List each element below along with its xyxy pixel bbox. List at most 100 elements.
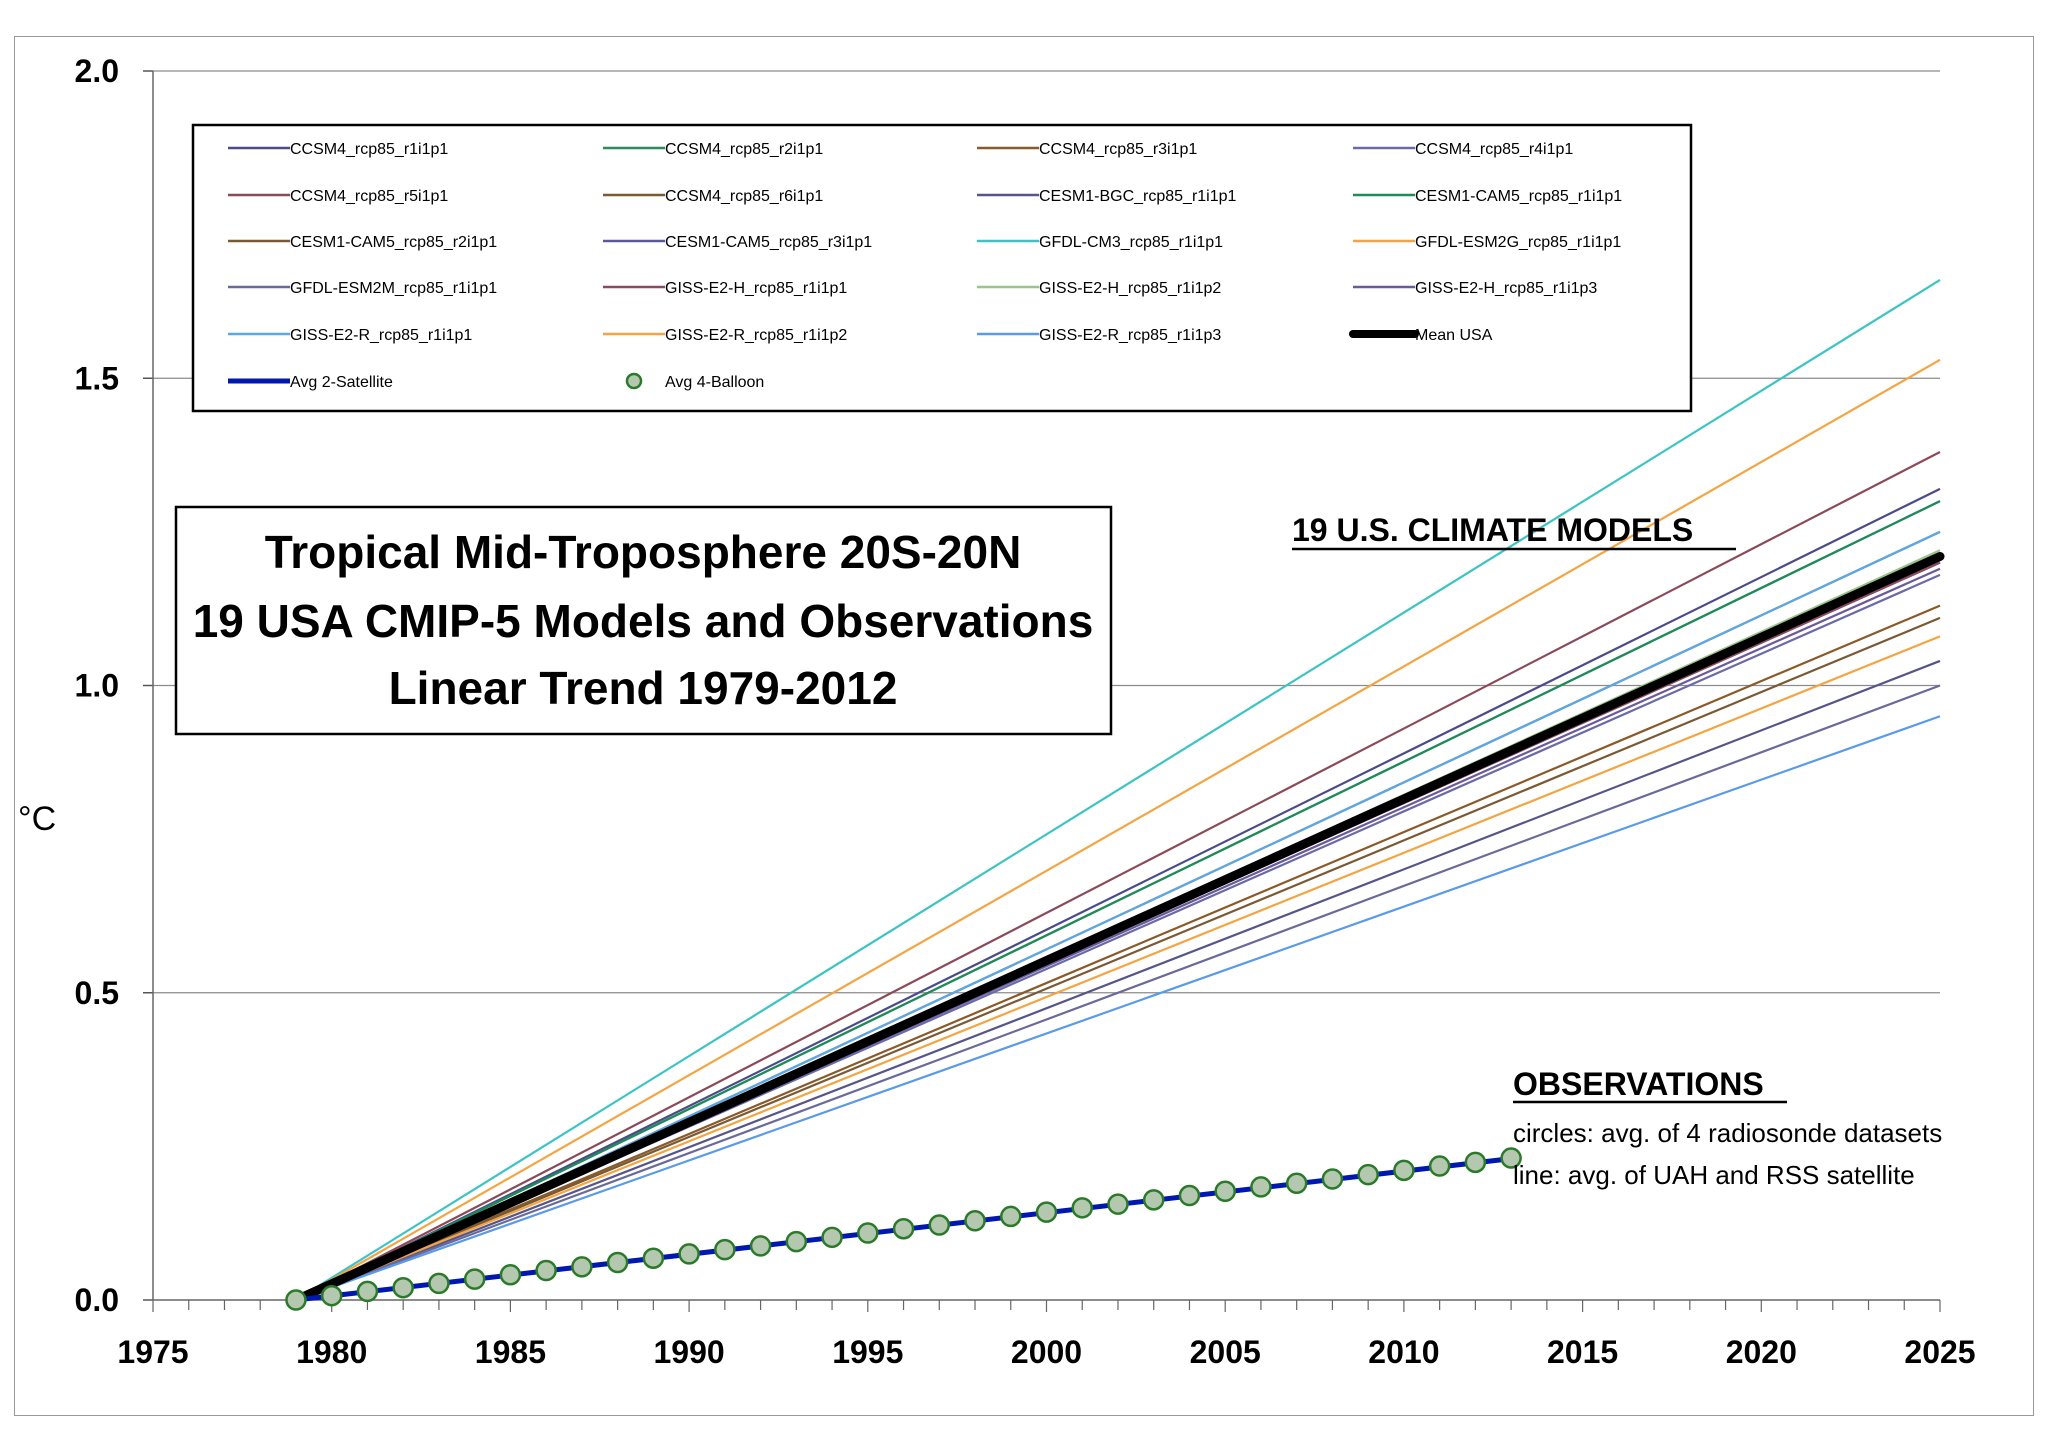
legend-label-ccsm4-rcp85-r6i1p1: CCSM4_rcp85_r6i1p1 [665, 188, 823, 205]
observations-heading: OBSERVATIONS [1513, 1066, 1764, 1102]
legend-label-ccsm4-rcp85-r2i1p1: CCSM4_rcp85_r2i1p1 [665, 141, 823, 158]
legend-label-avg-4-balloon: Avg 4-Balloon [665, 374, 764, 391]
balloon-point [285, 1289, 307, 1311]
legend-label-gfdl-cm3-rcp85-r1i1p1: GFDL-CM3_rcp85_r1i1p1 [1039, 234, 1223, 251]
chart-title-line-1: Tropical Mid-Troposphere 20S-20N [265, 526, 1022, 578]
models-annotation: 19 U.S. CLIMATE MODELS [1292, 512, 1736, 551]
balloon-point [1214, 1180, 1236, 1202]
y-tick-label: 1.5 [75, 360, 119, 396]
observations-line-1: circles: avg. of 4 radiosonde datasets [1513, 1118, 1942, 1148]
x-tick-label: 1995 [832, 1334, 903, 1370]
balloon-point [1500, 1147, 1522, 1169]
x-tick-label: 2000 [1011, 1334, 1082, 1370]
legend-label-avg-2-satellite: Avg 2-Satellite [290, 374, 393, 391]
balloon-point [499, 1264, 522, 1286]
balloon-point [1071, 1197, 1093, 1219]
chart-title-line-2: 19 USA CMIP-5 Models and Observations [193, 595, 1094, 647]
balloon-point [1357, 1163, 1379, 1186]
model-line-GFDL-CM3_rcp85_r1i1p1 [295, 278, 1941, 1301]
model-line-CCSM4_rcp85_r5i1p1 [295, 451, 1941, 1301]
model-line-CESM1-CAM5_rcp85_r2i1p1 [295, 616, 1941, 1302]
legend-label-gfdl-esm2m-rcp85-r1i1p1: GFDL-ESM2M_rcp85_r1i1p1 [290, 280, 497, 297]
balloon-point [1142, 1189, 1165, 1211]
x-tick-label: 1990 [654, 1334, 725, 1370]
axis-layer: 0.0 0.5 1.0 1.5 2.0 1975 1980 1985 1990 1995 2000 2… [75, 53, 1976, 1370]
model-line-GFDL-ESM2M_rcp85_r1i1p1 [295, 684, 1941, 1302]
legend-label-cesm1-cam5-rcp85-r2i1p1: CESM1-CAM5_rcp85_r2i1p1 [290, 234, 497, 251]
title-box-border [174, 505, 1113, 736]
model-line-CESM1-BGC_rcp85_r1i1p1 [295, 659, 1941, 1302]
balloon-point [606, 1251, 629, 1274]
model-line-GISS-E2-R_rcp85_r1i1p3 [295, 715, 1941, 1302]
x-tick-label: 2005 [1190, 1334, 1261, 1370]
balloon-point [1000, 1205, 1022, 1228]
x-tick-label: 1985 [475, 1334, 546, 1370]
model-line-CCSM4_rcp85_r1i1p1 [295, 487, 1941, 1301]
balloon-point [892, 1217, 915, 1240]
balloon-point [428, 1272, 450, 1295]
legend-label-giss-e2-r-rcp85-r1i1p3: GISS-E2-R_rcp85_r1i1p3 [1039, 327, 1221, 344]
balloon-point [821, 1226, 843, 1249]
legend-label-giss-e2-h-rcp85-r1i1p2: GISS-E2-H_rcp85_r1i1p2 [1039, 280, 1221, 297]
legend-label-cesm1-cam5-rcp85-r1i1p1: CESM1-CAM5_rcp85_r1i1p1 [1415, 188, 1622, 205]
mean-usa-line [291, 551, 1945, 1305]
x-tick-label: 2025 [1904, 1334, 1975, 1370]
chart-title-line-3: Linear Trend 1979-2012 [389, 662, 898, 714]
y-tick-label: 0.5 [75, 975, 119, 1011]
x-tick-label: 2010 [1368, 1334, 1439, 1370]
legend-label-giss-e2-r-rcp85-r1i1p1: GISS-E2-R_rcp85_r1i1p1 [290, 327, 472, 344]
y-tick-label: 2.0 [75, 53, 119, 89]
balloon-point [1178, 1184, 1201, 1207]
balloon-point [535, 1259, 557, 1282]
legend-label-ccsm4-rcp85-r5i1p1: CCSM4_rcp85_r5i1p1 [290, 188, 448, 205]
legend-label-ccsm4-rcp85-r4i1p1: CCSM4_rcp85_r4i1p1 [1415, 141, 1573, 158]
legend-box [191, 123, 1693, 413]
balloon-point [356, 1280, 379, 1303]
model-line-GISS-E2-R_rcp85_r1i1p2 [295, 635, 1941, 1302]
observations-annotation: OBSERVATIONS circles: avg. of 4 radioson… [1513, 1066, 1942, 1190]
model-line-CCSM4_rcp85_r3i1p1 [295, 604, 1941, 1302]
legend-label-cesm1-bgc-rcp85-r1i1p1: CESM1-BGC_rcp85_r1i1p1 [1039, 188, 1237, 205]
balloon-point [678, 1243, 700, 1265]
balloon-point [857, 1222, 879, 1244]
x-tick-label: 1980 [296, 1334, 367, 1370]
balloon-point [1428, 1155, 1451, 1177]
balloon-point [928, 1214, 951, 1236]
series-layer [285, 278, 1945, 1311]
balloon-point [642, 1247, 665, 1269]
legend-label-gfdl-esm2g-rcp85-r1i1p1: GFDL-ESM2G_rcp85_r1i1p1 [1415, 234, 1621, 251]
balloon-point [1321, 1168, 1344, 1190]
x-tick-label: 2015 [1547, 1334, 1618, 1370]
model-line-CESM1-CAM5_rcp85_r1i1p1 [295, 500, 1941, 1301]
legend-label-giss-e2-h-rcp85-r1i1p1: GISS-E2-H_rcp85_r1i1p1 [665, 280, 847, 297]
chart-frame [14, 36, 2034, 1416]
balloon-point [1250, 1176, 1272, 1198]
balloon-point [320, 1284, 343, 1307]
balloon-point [463, 1268, 486, 1290]
balloon-point [1393, 1159, 1415, 1182]
balloon-point [1464, 1151, 1487, 1174]
legend-label-ccsm4-rcp85-r1i1p1: CCSM4_rcp85_r1i1p1 [290, 141, 448, 158]
y-tick-label: 1.0 [75, 668, 119, 704]
model-line-GFDL-ESM2G_rcp85_r1i1p1 [295, 358, 1941, 1301]
x-tick-label: 2020 [1726, 1334, 1797, 1370]
title-box: Tropical Mid-Troposphere 20S-20N 19 USA … [174, 505, 1113, 736]
x-tick-label: 1975 [117, 1334, 188, 1370]
balloon-point [571, 1256, 593, 1278]
legend-swatch-balloon [625, 372, 643, 390]
legend: CCSM4_rcp85_r1i1p1 CCSM4_rcp85_r2i1p1 CCSM… [191, 123, 1693, 413]
legend-label-cesm1-cam5-rcp85-r3i1p1: CESM1-CAM5_rcp85_r3i1p1 [665, 234, 872, 251]
legend-label-giss-e2-r-rcp85-r1i1p2: GISS-E2-R_rcp85_r1i1p2 [665, 327, 847, 344]
balloon-point [1285, 1172, 1308, 1194]
legend-label-ccsm4-rcp85-r3i1p1: CCSM4_rcp85_r3i1p1 [1039, 141, 1197, 158]
models-label: 19 U.S. CLIMATE MODELS [1292, 512, 1693, 548]
legend-label-giss-e2-h-rcp85-r1i1p3: GISS-E2-H_rcp85_r1i1p3 [1415, 280, 1597, 297]
balloon-point [749, 1235, 772, 1257]
balloon-point [785, 1230, 808, 1253]
balloon-point [714, 1238, 736, 1261]
observations-line-2: line: avg. of UAH and RSS satellite [1513, 1160, 1915, 1190]
balloon-point [964, 1209, 986, 1232]
y-axis-label: °C [18, 800, 56, 838]
legend-label-mean-usa: Mean USA [1415, 327, 1493, 344]
